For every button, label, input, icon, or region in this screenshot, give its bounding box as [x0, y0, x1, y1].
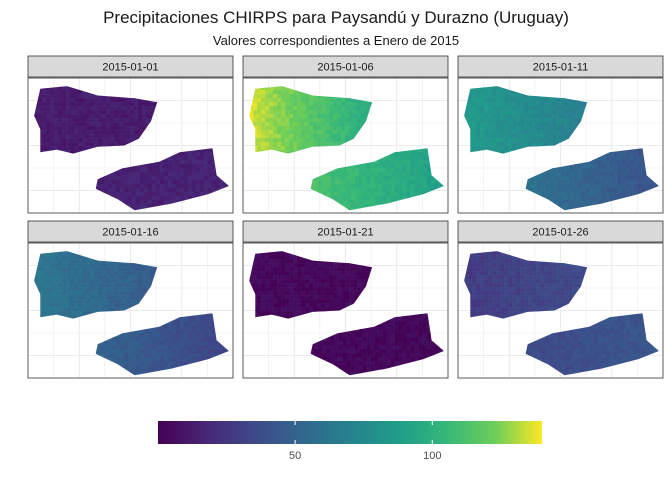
facet-label: 2015-01-11 [533, 62, 588, 74]
colorbar-tick-label: 100 [423, 450, 441, 462]
facet-label: 2015-01-26 [532, 227, 588, 239]
panel-border [27, 77, 234, 214]
chart-title: Precipitaciones CHIRPS para Paysandú y D… [103, 8, 569, 27]
region-paysandu [34, 251, 158, 319]
facet-panel: 2015-01-21 [242, 220, 449, 379]
panel-border [242, 77, 449, 214]
facet-panel: 2015-01-06 [242, 55, 449, 214]
facet-panel: 2015-01-16 [27, 220, 234, 379]
colorbar-tick-label: 50 [289, 450, 301, 462]
facet-label: 2015-01-06 [317, 62, 373, 74]
facet-panel: 2015-01-01 [27, 55, 234, 214]
facet-panel: 2015-01-26 [457, 220, 664, 379]
facet-strip [457, 220, 664, 243]
panel-border [457, 242, 664, 379]
facet-strip [242, 220, 449, 243]
panel-border [457, 77, 664, 214]
facet-label: 2015-01-16 [102, 227, 158, 239]
colorbar-legend: 50 100 [158, 421, 542, 462]
facet-strip [27, 220, 234, 243]
colorbar [158, 421, 542, 444]
facet-strip [27, 55, 234, 78]
facet-strip [457, 55, 664, 78]
facet-label: 2015-01-01 [102, 62, 158, 74]
chart-subtitle: Valores correspondientes a Enero de 2015 [212, 33, 460, 48]
region-paysandu [34, 86, 158, 154]
panel-border [27, 242, 234, 379]
facet-panel: 2015-01-11 [457, 55, 664, 214]
facet-label: 2015-01-21 [317, 227, 373, 239]
facet-strip [242, 55, 449, 78]
panel-border [242, 242, 449, 379]
